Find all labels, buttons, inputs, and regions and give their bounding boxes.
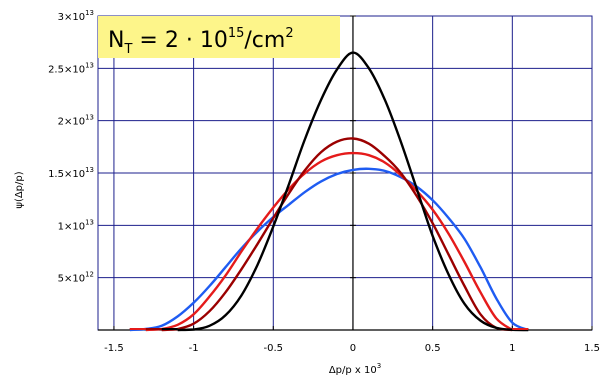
annotation-text: NT = 2 · 1015/cm2 bbox=[108, 26, 294, 57]
x-tick-label: 0 bbox=[350, 343, 356, 354]
series-line bbox=[129, 167, 529, 332]
annotation-box: NT = 2 · 1015/cm2 bbox=[98, 16, 340, 58]
y-tick-label: 2.5×1013 bbox=[48, 61, 94, 75]
x-axis-label: Δp/p x 103 bbox=[329, 362, 381, 376]
x-tick-label: -0.5 bbox=[264, 343, 284, 354]
series-line bbox=[161, 137, 513, 332]
series-layer bbox=[129, 51, 529, 332]
y-tick-label: 1.5×1013 bbox=[48, 166, 94, 180]
x-tick-label: 0.5 bbox=[425, 343, 441, 354]
tick-labels: -1.5 -1 -0.5 0 0.5 1 1.5 5×1012 1×1013 1.5×1013 2×… bbox=[48, 9, 600, 354]
x-tick-label: -1 bbox=[189, 343, 199, 354]
series-line bbox=[145, 151, 514, 332]
y-tick-label: 5×1012 bbox=[58, 271, 94, 285]
y-tick-label: 3×1013 bbox=[58, 9, 94, 23]
x-tick-label: 1.5 bbox=[584, 343, 600, 354]
y-axis-label: ψ(Δp/p) bbox=[14, 171, 25, 208]
series-line bbox=[177, 51, 529, 332]
y-tick-label: 1×1013 bbox=[58, 218, 94, 232]
x-tick-label: 1 bbox=[509, 343, 515, 354]
y-tick-label: 2×1013 bbox=[58, 114, 94, 128]
x-tick-label: -1.5 bbox=[104, 343, 124, 354]
grid bbox=[97, 15, 593, 331]
